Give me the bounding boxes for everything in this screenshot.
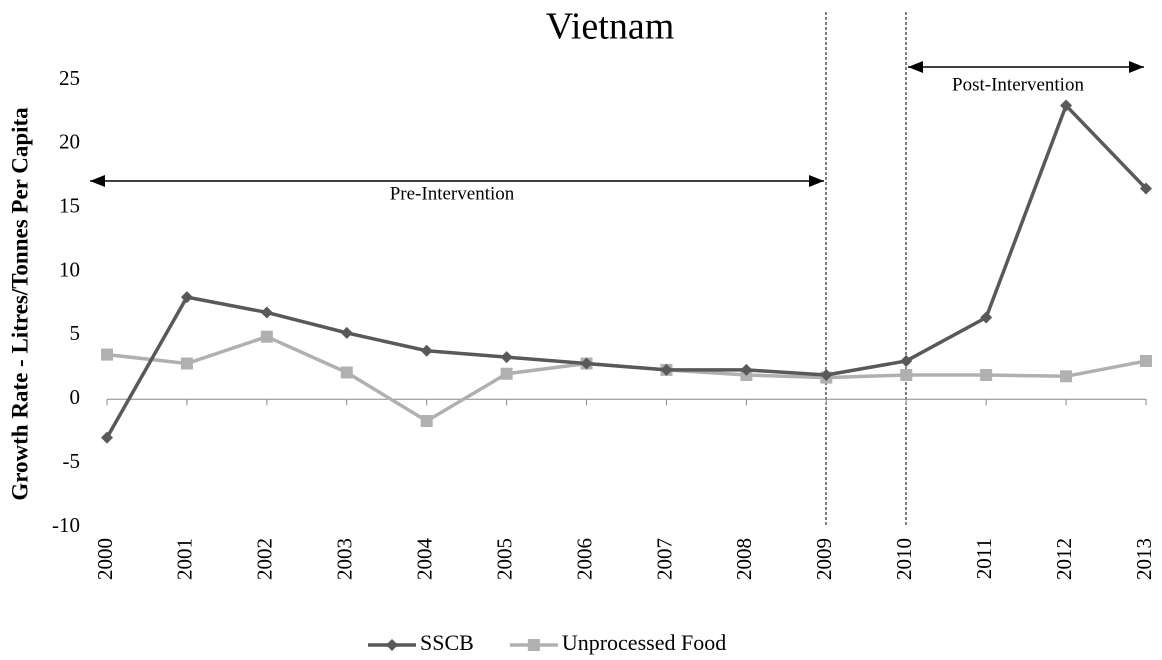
- legend-label: SSCB: [420, 630, 474, 655]
- marker: [260, 330, 273, 343]
- marker: [980, 369, 993, 382]
- y-tick-label: 15: [59, 194, 80, 218]
- x-tick-label: 2013: [1132, 538, 1156, 580]
- series-line: [105, 102, 1148, 439]
- x-tick-label: 2000: [93, 538, 117, 580]
- marker: [500, 351, 513, 364]
- marker: [420, 344, 433, 357]
- marker: [180, 291, 193, 304]
- x-tick-label: 2002: [253, 538, 277, 580]
- x-tick-label: 2001: [173, 538, 197, 580]
- legend-label: Unprocessed Food: [562, 630, 726, 655]
- marker: [740, 363, 753, 376]
- marker: [980, 311, 993, 324]
- marker: [1060, 370, 1073, 383]
- y-tick-label: 20: [59, 130, 80, 154]
- x-tick-label: 2010: [892, 538, 916, 580]
- marker: [527, 639, 540, 651]
- y-tick-label: -10: [52, 513, 80, 537]
- marker: [1140, 354, 1152, 367]
- y-axis-label: Growth Rate - Litres/Tonnes Per Capita: [7, 107, 32, 501]
- x-tick-label: 2008: [732, 538, 756, 580]
- marker: [101, 431, 113, 444]
- marker: [101, 348, 113, 361]
- y-tick-label: 5: [70, 321, 81, 345]
- x-tick-label: 2003: [333, 538, 357, 580]
- marker: [260, 306, 273, 319]
- x-tick-label: 2006: [572, 538, 596, 580]
- marker: [900, 354, 913, 367]
- marker: [180, 357, 193, 370]
- annotation: Pre-Intervention: [390, 183, 515, 204]
- x-tick-label: 2007: [652, 538, 676, 580]
- y-tick-label: 25: [59, 66, 80, 90]
- marker: [420, 414, 433, 427]
- y-tick-label: -5: [63, 449, 81, 473]
- marker: [1140, 182, 1152, 195]
- marker: [340, 366, 353, 379]
- annotation: Post-Intervention: [952, 74, 1084, 95]
- marker: [820, 369, 833, 382]
- x-tick-label: 2011: [972, 538, 996, 579]
- marker: [340, 326, 353, 339]
- marker: [900, 369, 913, 382]
- x-tick-label: 2012: [1052, 538, 1076, 580]
- x-tick-label: 2004: [413, 538, 437, 581]
- chart-title: Vietnam: [546, 6, 675, 48]
- y-tick-label: 10: [59, 257, 80, 281]
- marker: [1060, 99, 1073, 112]
- x-tick-label: 2009: [812, 538, 836, 580]
- marker: [386, 639, 398, 651]
- marker: [500, 367, 513, 380]
- y-tick-label: 0: [70, 385, 81, 409]
- marker: [580, 357, 593, 370]
- marker: [660, 363, 673, 376]
- x-tick-label: 2005: [492, 538, 516, 580]
